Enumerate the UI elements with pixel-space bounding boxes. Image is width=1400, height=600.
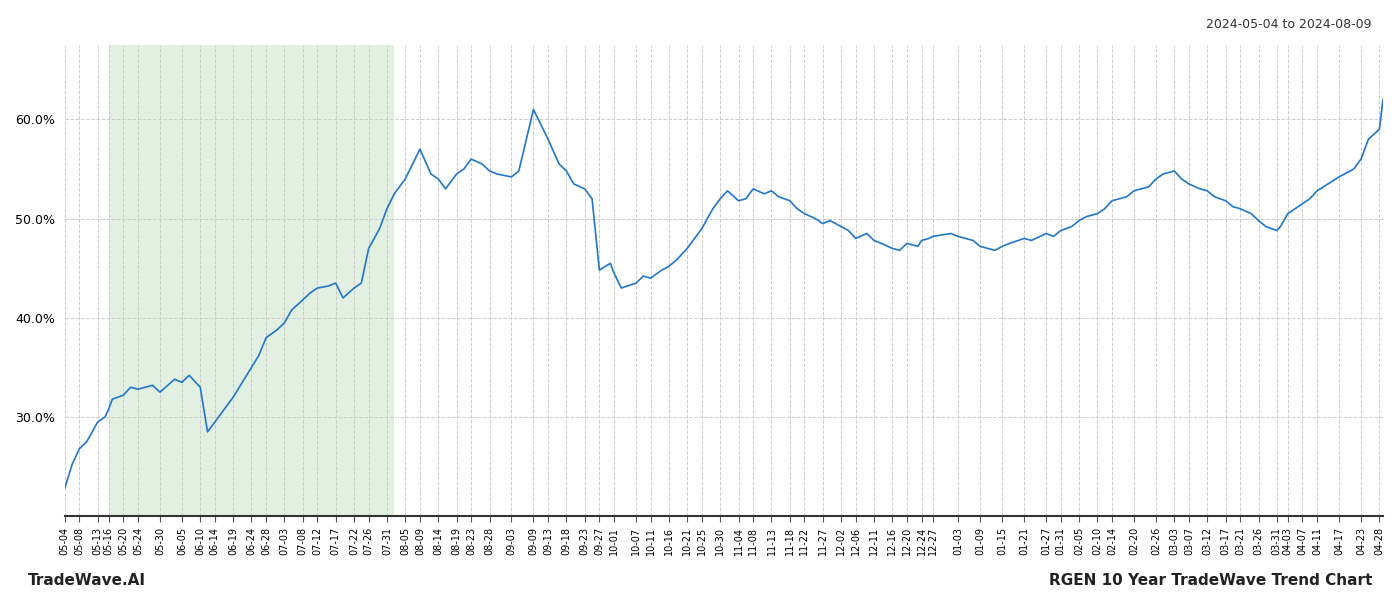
Text: RGEN 10 Year TradeWave Trend Chart: RGEN 10 Year TradeWave Trend Chart bbox=[1049, 573, 1372, 588]
Bar bbox=[109, 45, 395, 516]
Text: 2024-05-04 to 2024-08-09: 2024-05-04 to 2024-08-09 bbox=[1207, 18, 1372, 31]
Text: TradeWave.AI: TradeWave.AI bbox=[28, 573, 146, 588]
